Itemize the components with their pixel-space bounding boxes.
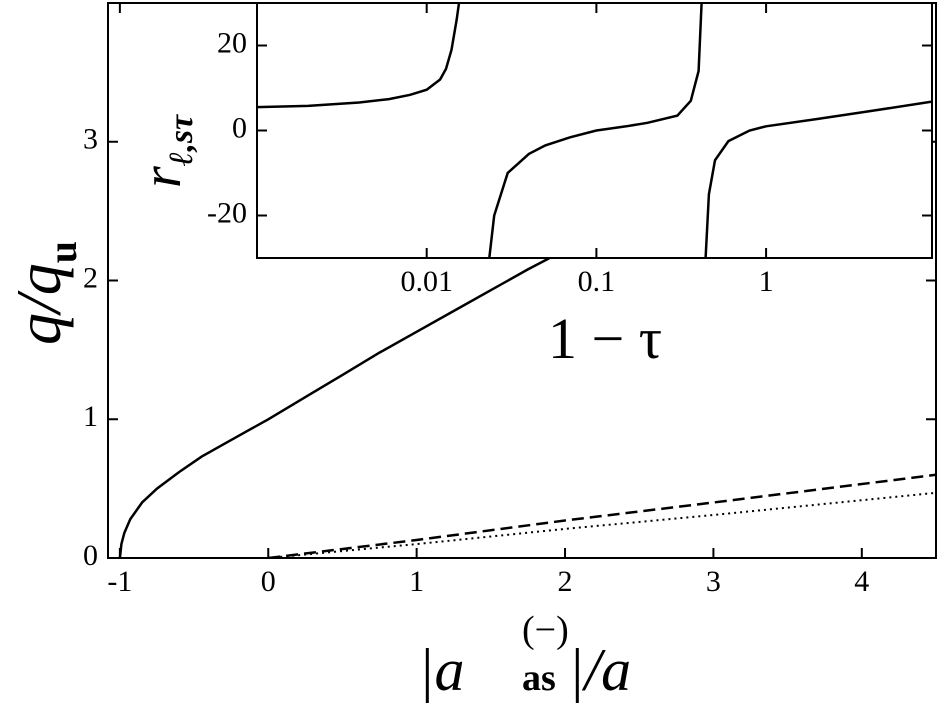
data-line bbox=[268, 491, 936, 558]
y-tick-label: 0 bbox=[83, 539, 98, 572]
y-tick-label: 20 bbox=[217, 26, 247, 59]
main-plot: -1 0 1 2 3 4 0 1 2 3 bbox=[83, 2, 937, 598]
x-tick-label: -1 bbox=[107, 565, 132, 598]
inset: 0.01 0.1 1 -20 0 20 bbox=[207, 2, 933, 298]
y-tick-label: 3 bbox=[83, 123, 98, 156]
x-axis-label-sup: (−) bbox=[522, 609, 569, 651]
data-line bbox=[118, 209, 640, 558]
y-tick-label: 0 bbox=[232, 111, 247, 144]
y-tick-label: -20 bbox=[207, 196, 247, 229]
y-axis-label: q/qu bbox=[3, 241, 85, 345]
x-tick-label: 0.01 bbox=[400, 265, 453, 298]
y-tick-label: 2 bbox=[83, 261, 98, 294]
x-tick-label: 4 bbox=[854, 565, 869, 598]
x-axis-label: |a bbox=[418, 637, 465, 703]
x-tick-label: 1 bbox=[759, 265, 774, 298]
y-tick-label: 1 bbox=[83, 400, 98, 433]
x-axis-label-tail: |/a bbox=[568, 637, 631, 703]
x-tick-label: 2 bbox=[558, 565, 573, 598]
x-tick-label: 0 bbox=[261, 565, 276, 598]
y-axis-label-main: q/q bbox=[3, 263, 74, 345]
x-tick-label: 1 bbox=[409, 565, 424, 598]
inset-x-axis-label: 1 − τ bbox=[548, 306, 662, 371]
x-tick-label: 0.1 bbox=[578, 265, 616, 298]
data-line bbox=[257, 3, 932, 258]
data-line bbox=[268, 473, 936, 558]
x-axis-label-sub: as bbox=[522, 657, 556, 699]
inset-y-axis-label: rℓ,sτ bbox=[131, 114, 200, 188]
y-axis-label-sub: u bbox=[40, 241, 85, 263]
x-tick-label: 3 bbox=[706, 565, 721, 598]
inset-y-axis-label-sub: ℓ,sτ bbox=[163, 114, 200, 166]
inset-y-axis-label-main: r bbox=[131, 166, 193, 188]
